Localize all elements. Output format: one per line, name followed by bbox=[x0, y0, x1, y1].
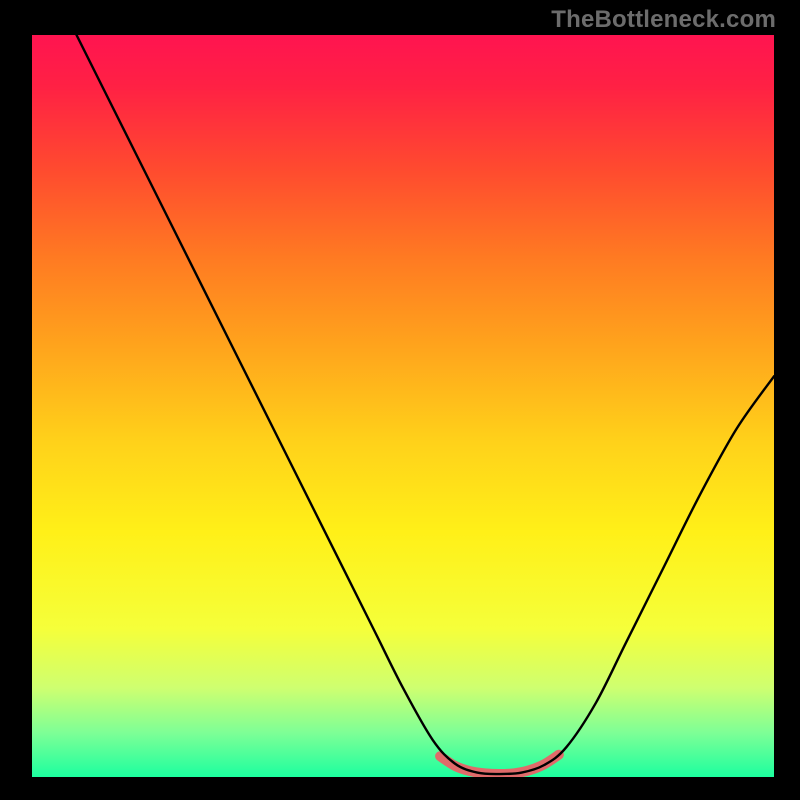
chart-container: TheBottleneck.com bbox=[0, 0, 800, 800]
watermark-text: TheBottleneck.com bbox=[551, 6, 776, 34]
plot-area bbox=[32, 35, 774, 777]
bottleneck-curve bbox=[77, 35, 774, 774]
curve-layer bbox=[32, 35, 774, 777]
